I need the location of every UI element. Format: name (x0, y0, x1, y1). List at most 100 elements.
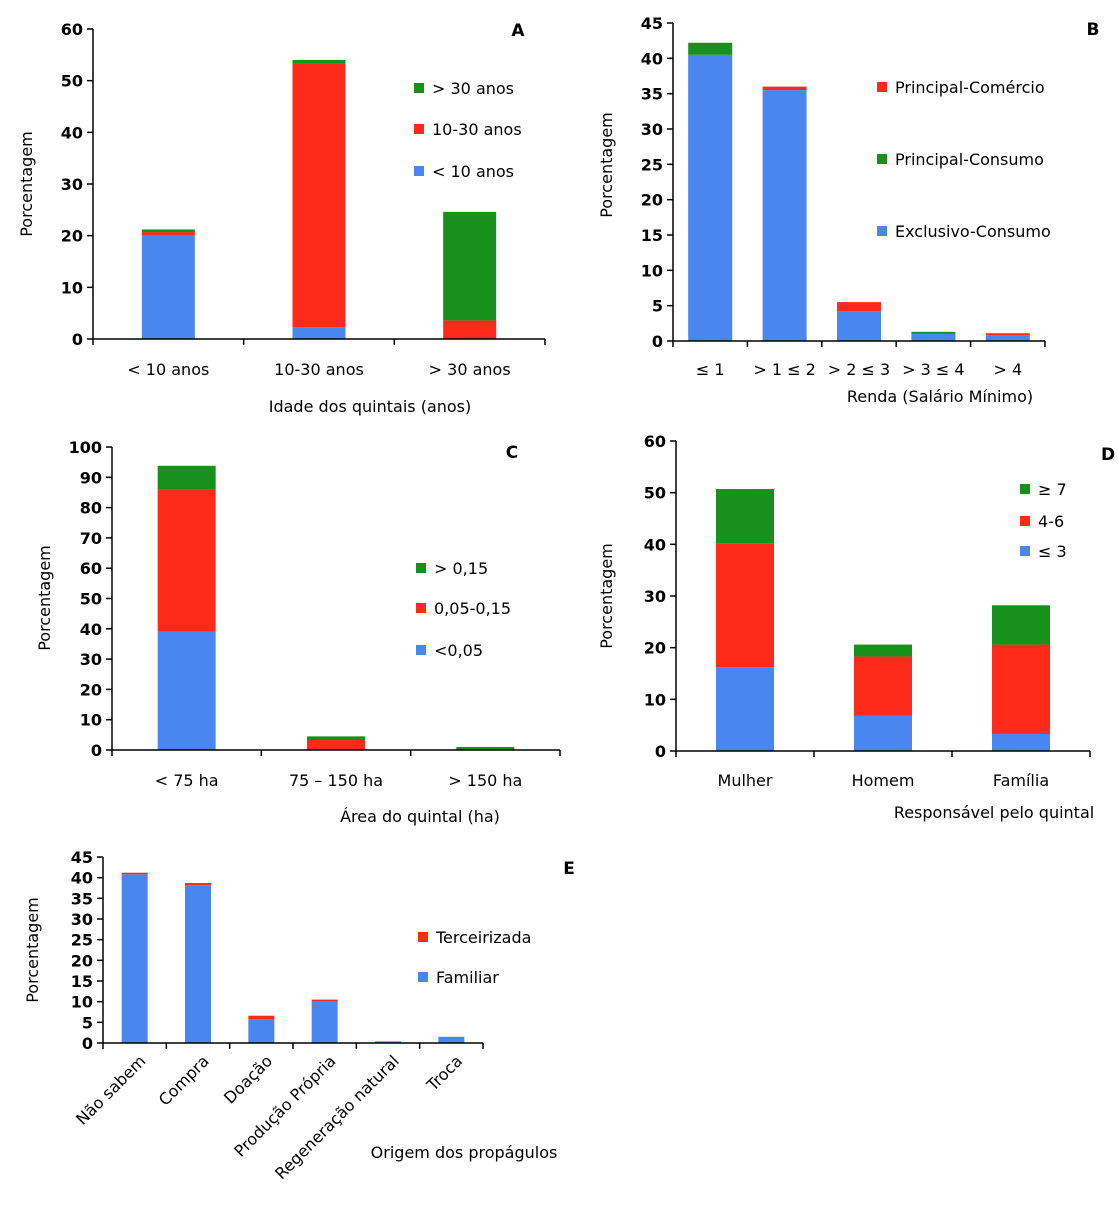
bar-segment (456, 746, 515, 750)
category-label: Regeneração natural (271, 1051, 403, 1183)
panel-label: A (511, 21, 525, 41)
chart-panel-c: 0 10 20 30 40 50 60 70 80 90 100 < 75 ha 75 – 150 ha… (35, 438, 561, 826)
legend-label: > 0,15 (434, 559, 488, 578)
legend-swatch (1020, 484, 1030, 494)
bar-segment (716, 489, 774, 544)
x-axis-title: Idade dos quintais (anos) (269, 397, 472, 416)
y-tick-label: 30 (644, 587, 666, 606)
bar-segment (992, 733, 1050, 751)
category-label: Família (993, 771, 1049, 790)
y-axis-title: Porcentagem (17, 131, 36, 237)
category-label: Não sabem (72, 1051, 149, 1128)
bar-segment (716, 543, 774, 668)
panel-label: B (1087, 20, 1100, 40)
y-tick-label: 40 (641, 49, 663, 68)
bar-segment (992, 605, 1050, 645)
y-axis-title: Porcentagem (35, 545, 54, 651)
y-tick-label: 20 (644, 639, 666, 658)
y-axis-title: Porcentagem (597, 112, 616, 218)
chart-panel-a: 0 10 20 30 40 50 60 < 10 anos 10-30 anos > 30 ano… (17, 20, 546, 416)
legend-label: 0,05-0,15 (434, 599, 511, 618)
bar-segment (248, 1015, 275, 1020)
y-tick-label: 30 (61, 175, 83, 194)
bar-segment (837, 302, 881, 312)
bar-segment (688, 42, 733, 55)
y-tick-label: 25 (71, 931, 93, 950)
bar-segment (992, 644, 1050, 734)
bar-segment (854, 656, 912, 716)
bar-segment (311, 999, 338, 1002)
legend-label: 4-6 (1038, 512, 1064, 531)
bar-segment (292, 60, 346, 64)
y-axis-title: Porcentagem (597, 543, 616, 649)
bar-segment (157, 489, 216, 632)
y-tick-label: 15 (641, 226, 663, 245)
legend-label: Exclusivo-Consumo (895, 222, 1051, 241)
x-axis-title: Área do quintal (ha) (340, 807, 500, 826)
bar-segment (911, 333, 956, 341)
y-tick-label: 45 (641, 14, 663, 33)
legend-swatch (877, 226, 887, 236)
x-axis-title: Origem dos propágulos (371, 1143, 558, 1162)
y-tick-label: 80 (80, 499, 102, 518)
bar-segment (292, 327, 346, 339)
category-label: > 3 ≤ 4 (902, 360, 964, 379)
y-tick-label: 10 (641, 261, 663, 280)
y-tick-label: 60 (61, 20, 83, 39)
x-axis-title: Responsável pelo quintal (894, 803, 1094, 822)
y-tick-label: 20 (61, 227, 83, 246)
bar-segment (292, 63, 346, 328)
legend-label: Principal-Consumo (895, 150, 1044, 169)
y-tick-label: 35 (71, 889, 93, 908)
y-tick-label: 30 (71, 910, 93, 929)
legend-swatch (877, 82, 887, 92)
legend-label: ≤ 3 (1038, 542, 1067, 561)
legend-label: Principal-Comércio (895, 78, 1045, 97)
y-tick-label: 100 (69, 438, 102, 457)
legend-label: > 30 anos (432, 79, 514, 98)
y-tick-label: 40 (80, 620, 102, 639)
legend-swatch (418, 972, 428, 982)
y-tick-label: 10 (61, 278, 83, 297)
chart-panel-b: 0 5 10 15 20 25 30 35 40 45 ≤ 1 > 1 ≤ 2 > 2 ≤ 3 > 3 ≤… (597, 14, 1099, 406)
category-label: 75 – 150 ha (289, 771, 383, 790)
bar-segment (854, 644, 912, 657)
category-label: Doação (220, 1051, 276, 1107)
category-label: > 30 anos (429, 360, 511, 379)
category-label: 10-30 anos (274, 360, 364, 379)
legend-label: <0,05 (434, 641, 483, 660)
category-label: > 150 ha (448, 771, 522, 790)
bar-segment (248, 1019, 275, 1043)
bar-segment (911, 331, 956, 334)
y-tick-label: 70 (80, 529, 102, 548)
legend-swatch (414, 124, 424, 134)
y-tick-label: 45 (71, 848, 93, 867)
y-tick-label: 35 (641, 85, 663, 104)
y-tick-label: 40 (644, 535, 666, 554)
y-tick-label: 90 (80, 468, 102, 487)
category-label: < 75 ha (155, 771, 219, 790)
bar-segment (762, 90, 807, 341)
y-tick-label: 0 (72, 330, 83, 349)
category-label: Homem (852, 771, 915, 790)
legend-swatch (414, 83, 424, 93)
panel-label: E (563, 859, 575, 879)
y-tick-label: 15 (71, 972, 93, 991)
y-tick-label: 40 (61, 123, 83, 142)
y-tick-label: 20 (80, 680, 102, 699)
y-tick-label: 50 (80, 590, 102, 609)
bar-segment (141, 235, 195, 339)
y-tick-label: 20 (641, 191, 663, 210)
bar-segment (311, 1001, 338, 1043)
panel-label: C (506, 443, 518, 463)
bar-segment (688, 54, 733, 342)
y-tick-label: 0 (652, 332, 663, 351)
legend-swatch (877, 154, 887, 164)
y-tick-label: 5 (652, 297, 663, 316)
y-tick-label: 30 (641, 120, 663, 139)
legend-label: Terceirizada (435, 928, 531, 947)
bar-segment (438, 1036, 465, 1043)
y-tick-label: 10 (80, 711, 102, 730)
category-label: > 1 ≤ 2 (753, 360, 815, 379)
category-label: > 2 ≤ 3 (828, 360, 890, 379)
